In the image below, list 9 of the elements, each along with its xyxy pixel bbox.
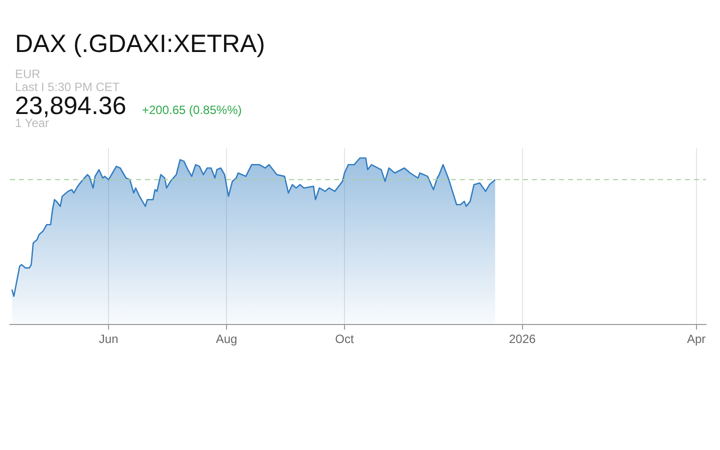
x-tick-label: Jun bbox=[98, 332, 118, 346]
text: +200.65 (0.85%%) bbox=[142, 103, 242, 117]
x-tick-label: Aug bbox=[216, 332, 238, 346]
text: EUR bbox=[15, 67, 40, 81]
text: Last I 5:30 PM CET bbox=[15, 80, 120, 94]
x-tick-label: Oct bbox=[335, 332, 354, 346]
chart-title: DAX (.GDAXI:XETRA) bbox=[15, 30, 266, 59]
x-tick-label: Apr bbox=[686, 332, 706, 346]
x-tick-label: 2026 bbox=[508, 332, 536, 346]
